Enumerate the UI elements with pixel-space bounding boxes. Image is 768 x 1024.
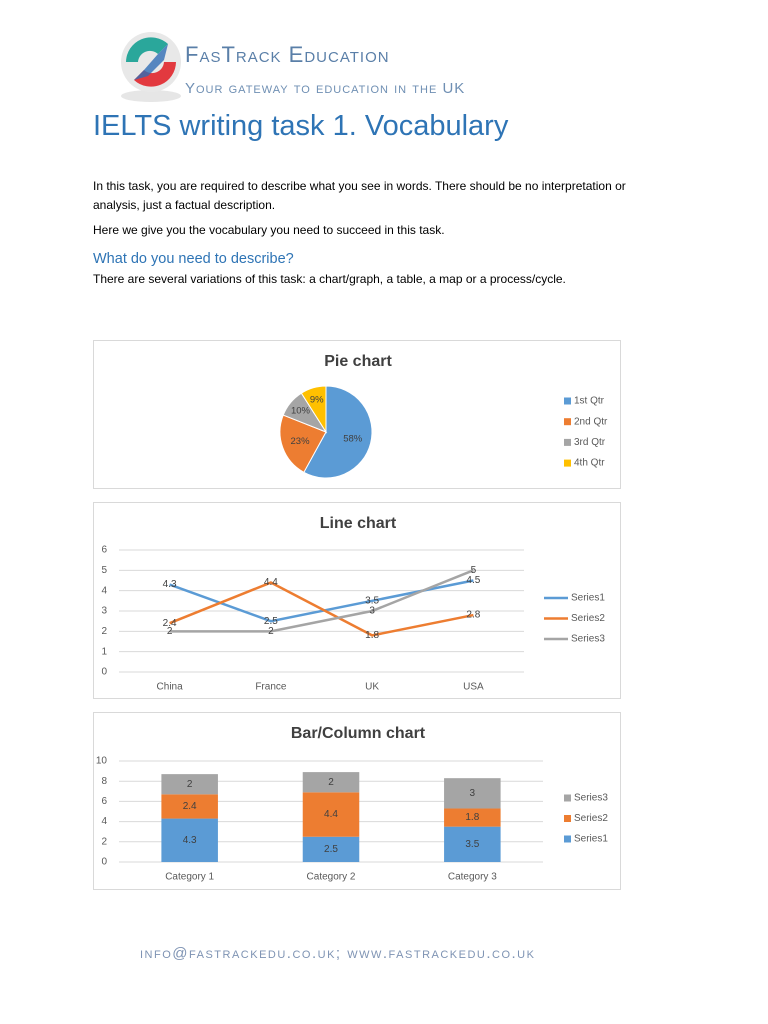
data-label: 4.4: [324, 809, 338, 820]
y-tick-label: 8: [101, 776, 107, 787]
legend-label: 4th Qtr: [574, 458, 605, 469]
legend-swatch: [564, 459, 571, 467]
data-label: 3: [470, 788, 476, 799]
data-label: 9%: [310, 395, 324, 406]
data-label: 4.3: [163, 579, 177, 590]
data-label: 2: [167, 626, 173, 637]
y-tick-label: 1: [101, 646, 107, 657]
data-label: 1.8: [365, 630, 379, 641]
bar-segment: [161, 818, 218, 862]
x-tick-label: France: [255, 682, 287, 693]
y-tick-label: 2: [101, 626, 107, 637]
data-label: 2: [268, 626, 274, 637]
pie-slice: [279, 414, 327, 473]
legend-swatch: [564, 418, 571, 426]
x-tick-label: Category 3: [448, 872, 497, 883]
y-tick-label: 4: [101, 816, 107, 827]
data-label: 2.5: [324, 844, 338, 855]
section-heading: What do you need to describe?: [93, 251, 294, 267]
data-label: 1.8: [465, 812, 479, 823]
section-text: There are several variations of this tas…: [93, 272, 566, 286]
y-tick-label: 3: [101, 606, 107, 617]
legend-swatch: [564, 835, 571, 843]
legend-label: Series3: [574, 793, 608, 804]
legend-label: 2nd Qtr: [574, 416, 608, 427]
data-label: 4.3: [183, 835, 197, 846]
y-tick-label: 10: [96, 756, 108, 767]
pie-slice: [303, 385, 373, 479]
data-label: 2.4: [163, 618, 177, 629]
data-label: 5: [471, 565, 477, 576]
data-label: 4.5: [466, 575, 480, 586]
chart-title: Bar/Column chart: [291, 725, 426, 742]
legend-label: Series2: [571, 613, 605, 624]
x-tick-label: Category 1: [165, 872, 214, 883]
legend-label: 3rd Qtr: [574, 437, 606, 448]
legend-swatch: [564, 397, 571, 405]
page-title: IELTS writing task 1. Vocabulary: [93, 110, 509, 142]
paragraph: Here we give you the vocabulary you need…: [93, 223, 445, 237]
data-label: 2: [328, 777, 334, 788]
y-tick-label: 6: [101, 796, 107, 807]
y-tick-label: 2: [101, 836, 107, 847]
y-tick-label: 6: [101, 545, 107, 556]
data-label: 23%: [291, 436, 311, 447]
bar-segment: [302, 772, 360, 793]
data-label: 2: [187, 779, 193, 790]
y-tick-label: 5: [101, 565, 107, 576]
data-label: 3.5: [365, 595, 379, 606]
logo: [121, 32, 181, 102]
x-tick-label: China: [157, 682, 184, 693]
legend-label: Series1: [574, 834, 608, 845]
bar-segment: [302, 836, 360, 862]
chart: Pie chart 58% 23% 10%9% 1st Qtr 2nd Qtr 3rd Qt…: [93, 340, 621, 489]
bar-segment: [161, 774, 218, 795]
bar-segment: [161, 794, 218, 819]
bar-segment: [302, 792, 360, 837]
data-label: 2.4: [183, 801, 197, 812]
line-series: [169, 569, 474, 633]
data-label: 58%: [343, 433, 363, 444]
legend-swatch: [564, 794, 571, 802]
bar-segment: [444, 778, 501, 809]
x-tick-label: UK: [365, 682, 379, 693]
brand: FasTrack Education: [185, 42, 390, 67]
pie-slice: [300, 385, 327, 434]
tagline: Your gateway to education in the UK: [185, 80, 466, 97]
bar-segment: [444, 826, 501, 862]
legend-swatch: [564, 438, 571, 446]
legend-label: Series1: [571, 593, 605, 604]
legend-swatch: [564, 815, 571, 822]
data-label: 4.4: [264, 577, 278, 588]
legend-label: Series3: [571, 634, 605, 645]
y-tick-label: 0: [101, 857, 107, 868]
chart-title: Pie chart: [324, 353, 392, 370]
bar-segment: [444, 808, 501, 827]
data-label: 10%: [291, 405, 311, 416]
chart: Bar/Column chart 0 2 4 6 8 10 Category 1 Categor…: [93, 712, 621, 890]
legend-label: 1st Qtr: [574, 396, 605, 407]
x-tick-label: USA: [463, 682, 484, 693]
data-label: 2.5: [264, 616, 278, 627]
data-label: 2.8: [466, 610, 480, 621]
line-series: [169, 579, 474, 623]
data-label: 3.5: [465, 839, 479, 850]
chart: Line chart 0 1 2 3 4 5 6 China France UK USA 4.3 2.5 3…: [93, 502, 621, 699]
y-tick-label: 0: [101, 667, 107, 678]
footer: info@fastrackedu.co.uk; www.fastrackedu.…: [140, 945, 536, 962]
data-label: 3: [369, 606, 375, 617]
line-series: [169, 581, 474, 637]
y-tick-label: 4: [101, 585, 107, 596]
legend-label: Series2: [574, 813, 608, 824]
x-tick-label: Category 2: [307, 872, 356, 883]
chart-title: Line chart: [320, 515, 397, 532]
paragraph: In this task, you are required to descri…: [93, 179, 626, 212]
